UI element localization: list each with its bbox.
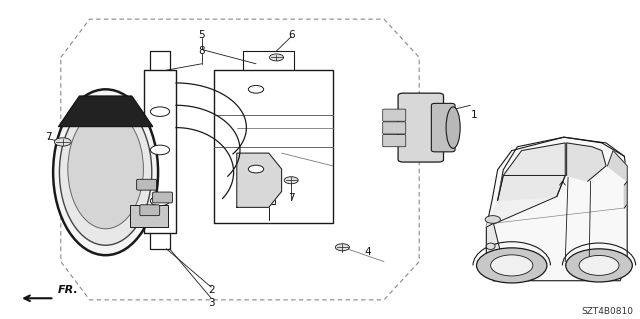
FancyBboxPatch shape <box>383 109 406 121</box>
Text: 2: 2 <box>208 285 214 295</box>
Polygon shape <box>237 153 282 207</box>
Polygon shape <box>486 137 627 281</box>
Ellipse shape <box>486 243 495 249</box>
Text: 3: 3 <box>208 298 214 308</box>
Circle shape <box>269 54 284 61</box>
Text: FR.: FR. <box>58 285 78 295</box>
Text: 6: 6 <box>288 30 294 40</box>
FancyBboxPatch shape <box>383 135 406 147</box>
FancyBboxPatch shape <box>140 205 160 216</box>
Circle shape <box>579 256 619 275</box>
Text: 1: 1 <box>470 110 477 120</box>
Circle shape <box>491 255 533 276</box>
Polygon shape <box>58 96 153 127</box>
Circle shape <box>150 196 170 206</box>
Circle shape <box>248 85 264 93</box>
Polygon shape <box>486 175 565 227</box>
Text: 5: 5 <box>198 30 205 40</box>
Polygon shape <box>129 205 168 227</box>
FancyBboxPatch shape <box>398 93 444 162</box>
Circle shape <box>485 216 500 223</box>
Text: 7: 7 <box>288 193 294 203</box>
Ellipse shape <box>446 107 460 148</box>
Circle shape <box>566 249 632 282</box>
Circle shape <box>54 138 71 146</box>
Text: 7: 7 <box>45 132 51 142</box>
FancyBboxPatch shape <box>383 122 406 134</box>
Circle shape <box>150 107 170 116</box>
Ellipse shape <box>60 99 152 245</box>
FancyBboxPatch shape <box>431 103 455 152</box>
Circle shape <box>150 145 170 155</box>
Polygon shape <box>498 143 565 200</box>
Circle shape <box>477 248 547 283</box>
Circle shape <box>284 177 298 184</box>
Circle shape <box>335 244 349 251</box>
Ellipse shape <box>53 89 158 255</box>
Circle shape <box>248 165 264 173</box>
FancyBboxPatch shape <box>152 192 172 203</box>
Text: SZT4B0810: SZT4B0810 <box>582 307 634 316</box>
Text: 4: 4 <box>365 247 371 257</box>
Polygon shape <box>566 143 606 181</box>
Polygon shape <box>607 151 627 181</box>
FancyBboxPatch shape <box>137 179 156 190</box>
Ellipse shape <box>68 109 143 229</box>
Text: 8: 8 <box>198 46 205 56</box>
Polygon shape <box>625 181 627 208</box>
Polygon shape <box>486 223 500 281</box>
